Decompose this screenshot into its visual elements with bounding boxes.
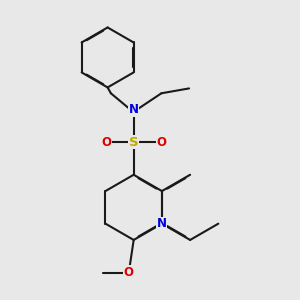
Text: O: O [124,266,134,279]
Text: O: O [156,136,167,149]
Text: N: N [129,103,139,116]
Text: S: S [129,136,139,149]
Text: N: N [157,217,167,230]
Text: O: O [101,136,111,149]
